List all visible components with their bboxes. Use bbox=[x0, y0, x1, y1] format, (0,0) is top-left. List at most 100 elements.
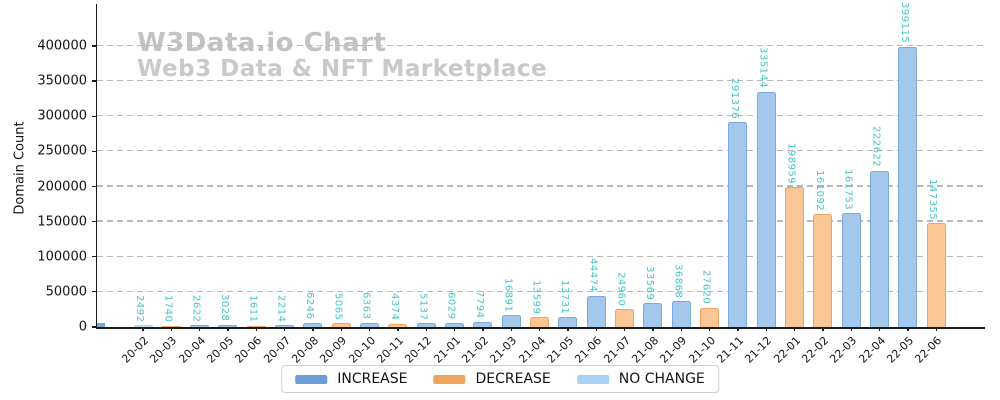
watermark-title: W3Data.io Chart bbox=[137, 28, 387, 58]
bar bbox=[898, 46, 918, 327]
bar-value-label: 1611 bbox=[247, 295, 259, 323]
x-tick-label-text: 21-12 bbox=[742, 334, 775, 366]
bar bbox=[218, 324, 238, 327]
x-tick-mark bbox=[510, 327, 512, 331]
x-tick-label-text: 21-06 bbox=[572, 334, 605, 366]
x-tick-mark bbox=[595, 327, 597, 331]
bar-value-label: 2492 bbox=[134, 294, 145, 323]
bar bbox=[671, 301, 691, 327]
bar bbox=[813, 213, 833, 327]
bar bbox=[785, 187, 805, 327]
y-tick-mark bbox=[92, 220, 96, 223]
bar bbox=[473, 321, 493, 327]
bar-value-label: 44474 bbox=[587, 258, 599, 293]
bar-value-label: 335144 bbox=[757, 47, 769, 89]
x-tick-mark bbox=[227, 327, 229, 331]
y-tick-label: 300000 bbox=[37, 108, 87, 124]
x-tick-mark bbox=[425, 327, 427, 331]
bar bbox=[558, 317, 578, 327]
x-tick-label-text: 20-04 bbox=[176, 334, 208, 366]
x-tick-label-text: 21-03 bbox=[487, 334, 520, 366]
x-tick-label-text: 22-02 bbox=[799, 334, 832, 366]
y-tick-mark bbox=[92, 256, 96, 258]
x-tick-mark bbox=[312, 327, 314, 331]
x-tick-label-text: 21-11 bbox=[714, 334, 747, 366]
bar bbox=[841, 213, 861, 327]
bar bbox=[190, 325, 210, 327]
x-tick-label-text: 20-12 bbox=[402, 334, 435, 366]
gridline bbox=[97, 44, 985, 46]
x-tick-mark bbox=[538, 327, 541, 331]
origin-artifact-bar bbox=[97, 322, 105, 327]
x-tick-mark bbox=[199, 327, 201, 331]
x-tick-mark bbox=[793, 327, 796, 331]
x-tick-label-text: 21-07 bbox=[601, 334, 633, 366]
x-tick-mark bbox=[397, 327, 399, 331]
y-tick-mark bbox=[92, 115, 96, 117]
bar-value-label: 5137 bbox=[417, 292, 429, 321]
bar-value-label: 2214 bbox=[275, 295, 287, 323]
x-tick-label-text: 21-01 bbox=[431, 334, 463, 366]
x-tick-mark bbox=[652, 327, 654, 331]
gridline bbox=[97, 79, 985, 82]
x-tick-label-text: 21-10 bbox=[685, 334, 718, 366]
gridline bbox=[97, 255, 985, 257]
bar bbox=[756, 91, 776, 327]
x-tick-label-text: 22-04 bbox=[855, 334, 888, 366]
x-tick-label-text: 22-03 bbox=[827, 334, 860, 366]
y-tick-mark bbox=[92, 291, 96, 293]
bar-value-label: 13599 bbox=[530, 280, 542, 315]
y-tick-mark bbox=[92, 150, 96, 152]
x-tick-mark bbox=[453, 327, 456, 331]
bar bbox=[445, 322, 465, 327]
bar-value-label: 27620 bbox=[700, 270, 712, 305]
x-tick-label-text: 21-09 bbox=[657, 334, 690, 366]
bar-value-label: 399115 bbox=[898, 2, 910, 44]
bar-value-label: 7794 bbox=[473, 291, 485, 319]
bar bbox=[331, 323, 351, 327]
x-tick-label-text: 20-10 bbox=[346, 334, 378, 366]
y-tick-label: 200000 bbox=[37, 179, 87, 194]
y-tick-mark bbox=[92, 326, 96, 328]
y-tick-mark bbox=[92, 45, 96, 47]
bar-value-label: 16891 bbox=[502, 277, 514, 313]
bar-value-label: 161753 bbox=[842, 169, 854, 211]
x-tick-mark bbox=[368, 327, 371, 331]
gridline bbox=[97, 185, 985, 187]
x-tick-label-text: 20-07 bbox=[261, 334, 293, 366]
bar-value-label: 222622 bbox=[870, 126, 882, 168]
y-tick-label: 250000 bbox=[37, 143, 87, 159]
bar-value-label: 291376 bbox=[728, 78, 740, 120]
bar-value-label: 13731 bbox=[558, 280, 570, 315]
legend-item-label: DECREASE bbox=[475, 371, 551, 387]
x-tick-mark bbox=[680, 327, 682, 331]
x-tick-mark bbox=[623, 327, 626, 331]
x-tick-label-text: 20-11 bbox=[374, 334, 407, 366]
gridline bbox=[97, 290, 985, 292]
legend-swatch-decrease bbox=[433, 374, 466, 384]
legend-swatch-increase bbox=[295, 374, 328, 384]
x-tick-label-text: 20-09 bbox=[317, 334, 350, 366]
bar bbox=[870, 170, 890, 327]
bar-value-label: 1740 bbox=[162, 295, 174, 323]
bar bbox=[926, 223, 946, 327]
gridline bbox=[97, 220, 985, 222]
bar bbox=[275, 325, 295, 327]
x-tick-label-text: 20-05 bbox=[204, 334, 237, 366]
x-tick-label-text: 21-04 bbox=[516, 334, 548, 366]
legend-item: INCREASE bbox=[295, 371, 407, 387]
bar bbox=[643, 303, 663, 327]
bar bbox=[615, 309, 635, 327]
x-tick-label-text: 21-05 bbox=[544, 334, 577, 366]
x-tick-mark bbox=[482, 327, 484, 331]
bar bbox=[360, 322, 380, 327]
y-tick-label: 100000 bbox=[37, 249, 87, 265]
y-tick-label: 50000 bbox=[45, 284, 87, 300]
x-tick-mark bbox=[142, 327, 144, 331]
x-tick-mark bbox=[708, 327, 711, 331]
bar bbox=[303, 322, 323, 327]
watermark-subtitle: Web3 Data & NFT Marketplace bbox=[137, 56, 548, 82]
bar bbox=[728, 122, 748, 327]
bar-value-label: 4374 bbox=[388, 293, 400, 321]
bar-value-label: 36868 bbox=[672, 263, 684, 299]
